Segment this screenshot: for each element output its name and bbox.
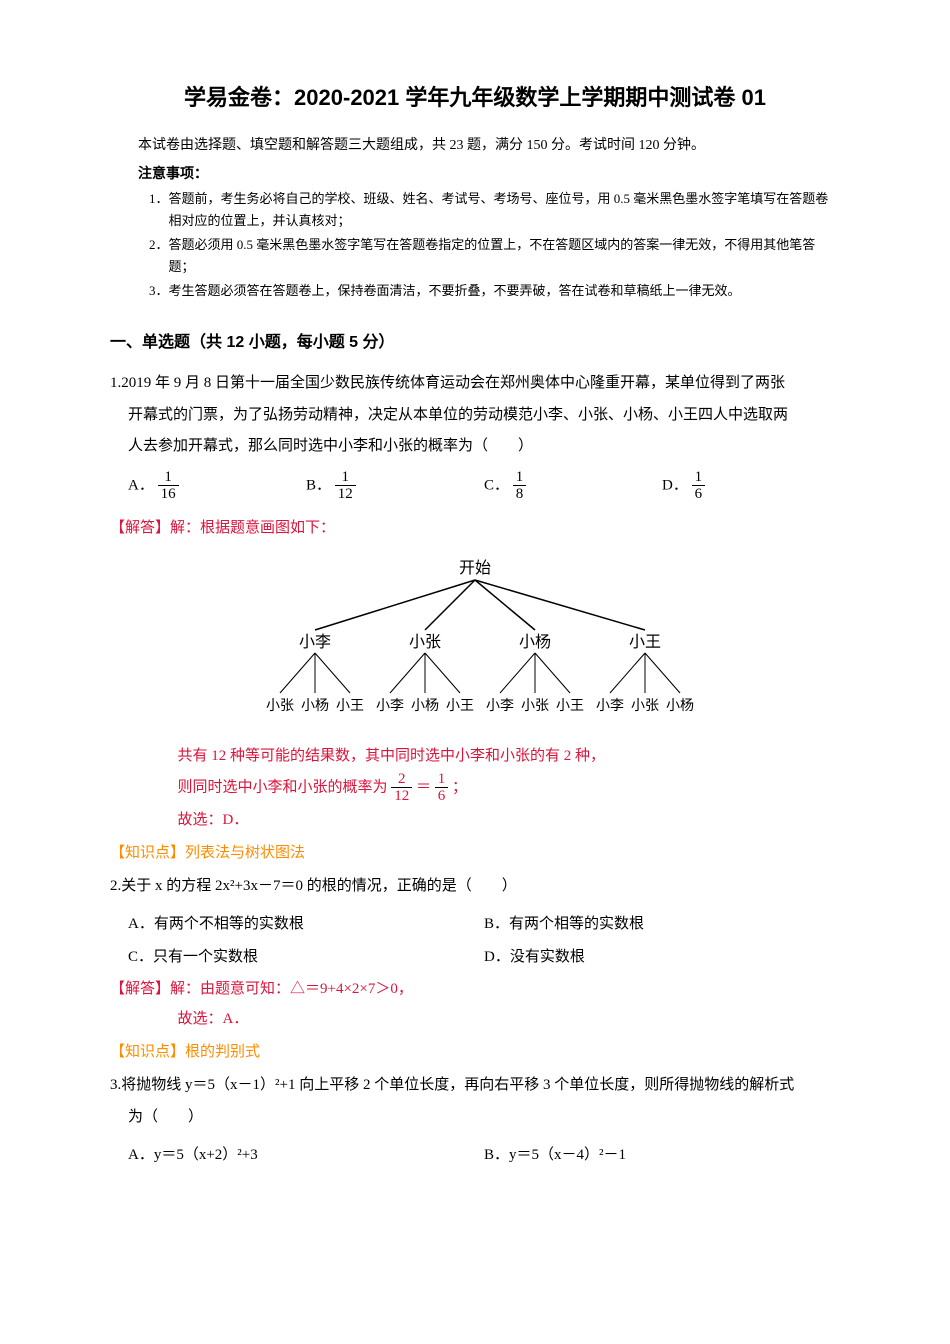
exam-intro: 本试卷由选择题、填空题和解答题三大题组成，共 23 题，满分 150 分。考试时… [110, 135, 840, 157]
tree-l2-3-0: 小李 [596, 698, 624, 714]
q3-options: A．y＝5（x+2）²+3 B．y＝5（x－4）²－1 [128, 1139, 840, 1172]
q3-text: 3.将抛物线 y＝5（x－1）²+1 向上平移 2 个单位长度，再向右平移 3 … [110, 1077, 794, 1093]
q1-option-b: B． 112 [306, 469, 484, 503]
q1-sol-line1: 共有 12 种等可能的结果数，其中同时选中小李和小张的有 2 种， [178, 741, 841, 771]
q1-a-label: A． [128, 477, 154, 493]
q2-solution: 【解答】解：由题意可知：△＝9+4×2×7＞0， [110, 974, 840, 1004]
q2-option-b: B．有两个相等的实数根 [484, 908, 840, 941]
q3-option-a: A．y＝5（x+2）²+3 [128, 1139, 484, 1172]
notice-2: 2．答题必须用 0.5 毫米黑色墨水签字笔写在答题卷指定的位置上，不在答题区域内… [169, 234, 841, 278]
q1-a-num: 1 [158, 469, 179, 487]
tree-l2-0-0: 小张 [266, 698, 294, 714]
q2-option-d: D．没有实数根 [484, 941, 840, 974]
tree-l2-3-1: 小张 [631, 698, 659, 714]
tree-l1-1: 小张 [409, 633, 441, 651]
tree-l1-3: 小王 [629, 633, 661, 651]
exam-title: 学易金卷：2020-2021 学年九年级数学上学期期中测试卷 01 [110, 80, 840, 115]
q1-knowledge: 【知识点】列表法与树状图法 [110, 841, 840, 865]
q1-c-num: 1 [513, 469, 527, 487]
q1-eq-tail: ； [452, 779, 467, 795]
q1-tree-diagram: 开始 小李 小张 小杨 小王 小张 小杨 小王 小李 小杨 小王 小李 小张 小… [225, 555, 725, 725]
tree-l2-0-2: 小王 [336, 698, 364, 714]
q2-knowledge: 【知识点】根的判别式 [110, 1040, 840, 1064]
tree-l2-2-0: 小李 [486, 698, 514, 714]
q1-eq-n2: 1 [435, 771, 449, 789]
q2-options: A．有两个不相等的实数根 B．有两个相等的实数根 C．只有一个实数根 D．没有实… [128, 908, 840, 974]
q1-c-label: C． [484, 477, 509, 493]
q1-eq-eq: ＝ [416, 779, 431, 795]
q3-text2: 为（ ） [110, 1102, 840, 1134]
tree-l2-2-1: 小张 [521, 698, 549, 714]
q1-line1: 1.2019 年 9 月 8 日第十一届全国少数民族传统体育运动会在郑州奥体中心… [110, 375, 785, 391]
section-1-header: 一、单选题（共 12 小题，每小题 5 分） [110, 330, 840, 356]
notice-1: 1．答题前，考生务必将自己的学校、班级、姓名、考试号、考场号、座位号，用 0.5… [169, 188, 841, 232]
tree-l2-2-2: 小王 [556, 698, 584, 714]
tree-l2-3-2: 小杨 [666, 698, 694, 714]
q1-therefore: 故选：D． [178, 805, 841, 835]
q1-option-d: D． 16 [662, 469, 840, 503]
q1-option-a: A． 116 [128, 469, 306, 503]
q1-eq-n1: 2 [391, 771, 412, 789]
tree-l1-0: 小李 [299, 633, 331, 651]
tree-l1-2: 小杨 [519, 633, 551, 651]
q1-sol-line2-text: 则同时选中小李和小张的概率为 [178, 779, 388, 795]
q2-option-c: C．只有一个实数根 [128, 941, 484, 974]
question-3: 3.将抛物线 y＝5（x－1）²+1 向上平移 2 个单位长度，再向右平移 3 … [110, 1070, 840, 1133]
notice-3: 3．考生答题必须答在答题卷上，保持卷面清洁，不要折叠，不要弄破，答在试卷和草稿纸… [169, 280, 841, 302]
q1-eq-d1: 12 [391, 788, 412, 805]
tree-l2-1-2: 小王 [446, 698, 474, 714]
q1-line3: 人去参加开幕式，那么同时选中小李和小张的概率为（ ） [110, 431, 840, 463]
q1-options: A． 116 B． 112 C． 18 D． 16 [128, 469, 840, 503]
q1-d-num: 1 [692, 469, 706, 487]
q1-c-den: 8 [513, 486, 527, 503]
q1-a-den: 16 [158, 486, 179, 503]
q2-therefore: 故选：A． [178, 1004, 841, 1034]
q1-b-den: 12 [335, 486, 356, 503]
q1-b-num: 1 [335, 469, 356, 487]
q1-solution-prefix: 【解答】解：根据题意画图如下： [110, 513, 840, 543]
q2-option-a: A．有两个不相等的实数根 [128, 908, 484, 941]
q2-text: 2.关于 x 的方程 2x²+3x－7＝0 的根的情况，正确的是（ ） [110, 878, 517, 894]
tree-l2-0-1: 小杨 [301, 698, 329, 714]
tree-l2-1-0: 小李 [376, 698, 404, 714]
tree-root: 开始 [459, 559, 491, 577]
q1-d-label: D． [662, 477, 688, 493]
q1-d-den: 6 [692, 486, 706, 503]
question-1: 1.2019 年 9 月 8 日第十一届全国少数民族传统体育运动会在郑州奥体中心… [110, 368, 840, 463]
q1-b-label: B． [306, 477, 331, 493]
q1-option-c: C． 18 [484, 469, 662, 503]
q1-line2: 开幕式的门票，为了弘扬劳动精神，决定从本单位的劳动模范小李、小张、小杨、小王四人… [110, 400, 840, 432]
q1-eq-d2: 6 [435, 788, 449, 805]
question-2: 2.关于 x 的方程 2x²+3x－7＝0 的根的情况，正确的是（ ） [110, 871, 840, 903]
tree-l2-1-1: 小杨 [411, 698, 439, 714]
q3-option-b: B．y＝5（x－4）²－1 [484, 1139, 840, 1172]
q1-sol-line2: 则同时选中小李和小张的概率为 212 ＝ 16 ； [178, 771, 841, 805]
notice-header: 注意事项： [110, 162, 840, 184]
